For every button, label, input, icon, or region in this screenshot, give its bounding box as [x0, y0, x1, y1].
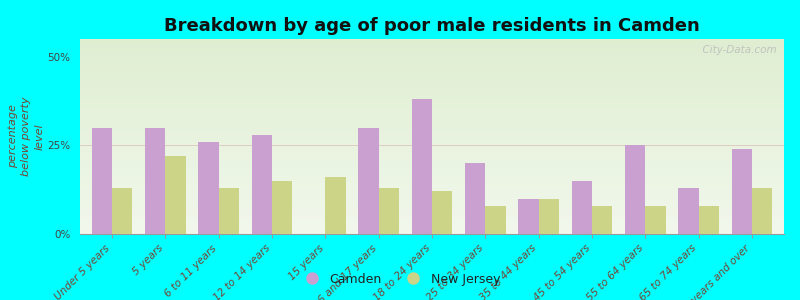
Bar [218, 188, 239, 234]
Bar [625, 146, 646, 234]
Bar [572, 181, 592, 234]
Legend: Camden, New Jersey: Camden, New Jersey [294, 268, 506, 291]
Bar [145, 128, 166, 234]
Bar [252, 135, 272, 234]
Bar [698, 206, 719, 234]
Bar [538, 199, 559, 234]
Bar [198, 142, 218, 234]
Bar [518, 199, 538, 234]
Bar [465, 163, 486, 234]
Bar [732, 149, 752, 234]
Bar [412, 99, 432, 234]
Bar [92, 128, 112, 234]
Bar [326, 177, 346, 234]
Bar [112, 188, 132, 234]
Bar [272, 181, 292, 234]
Bar [432, 191, 452, 234]
Bar [592, 206, 612, 234]
Bar [678, 188, 698, 234]
Y-axis label: percentage
below poverty
level: percentage below poverty level [8, 97, 44, 176]
Bar [358, 128, 378, 234]
Bar [752, 188, 772, 234]
Bar [486, 206, 506, 234]
Title: Breakdown by age of poor male residents in Camden: Breakdown by age of poor male residents … [164, 17, 700, 35]
Bar [378, 188, 399, 234]
Text: City-Data.com: City-Data.com [696, 45, 777, 55]
Bar [166, 156, 186, 234]
Bar [646, 206, 666, 234]
